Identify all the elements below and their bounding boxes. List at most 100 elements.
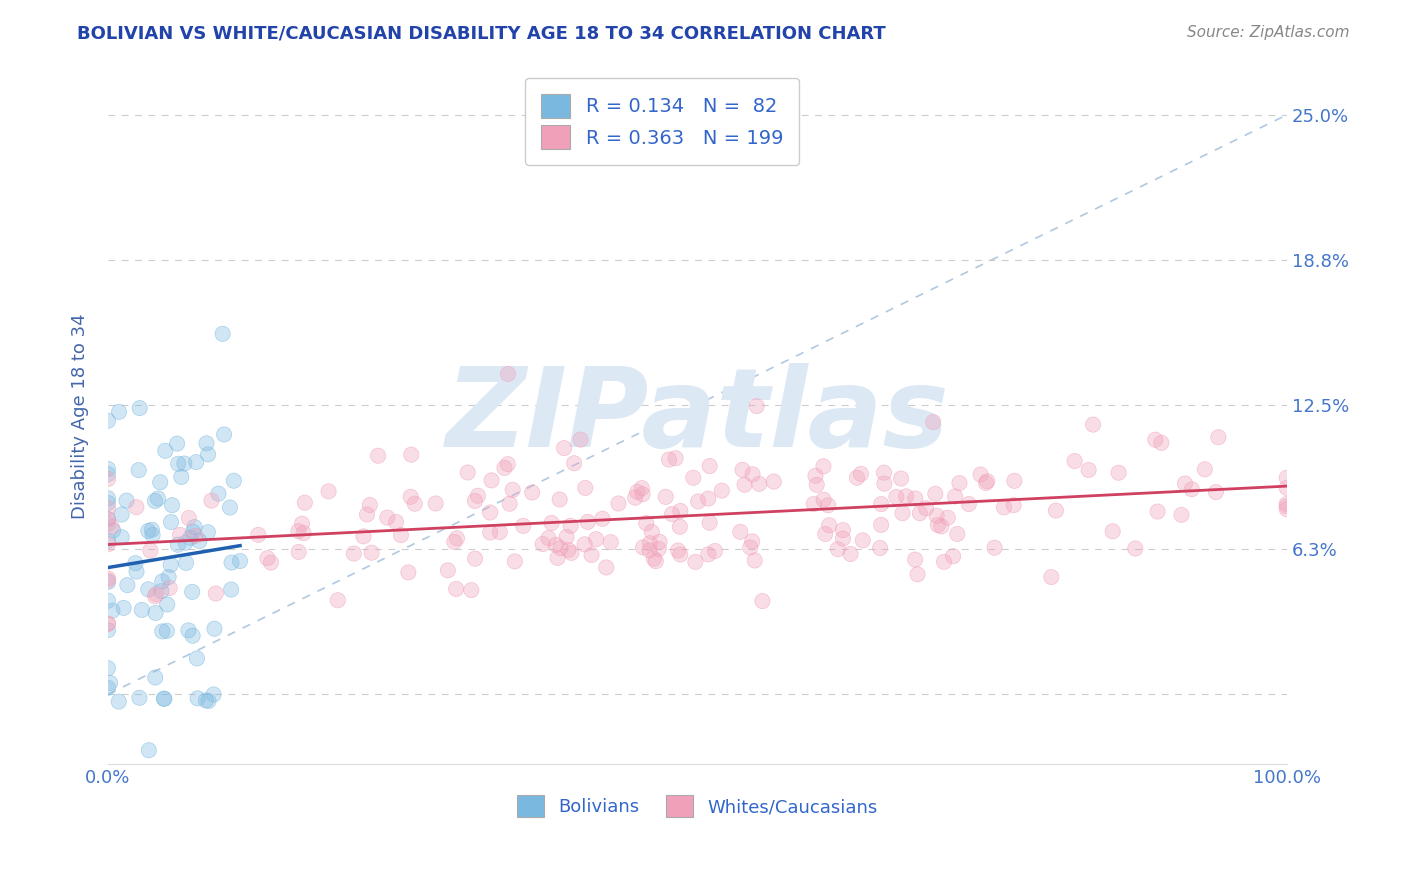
Point	[184, 529, 207, 543]
Point	[145, 587, 167, 601]
Point	[150, 624, 173, 639]
Point	[399, 448, 422, 462]
Point	[160, 515, 183, 529]
Point	[481, 474, 503, 488]
Point	[682, 471, 704, 485]
Point	[353, 529, 375, 543]
Point	[138, 743, 160, 757]
Point	[498, 497, 520, 511]
Point	[870, 497, 893, 511]
Point	[194, 693, 217, 707]
Point	[125, 565, 148, 579]
Point	[111, 508, 134, 522]
Point	[924, 487, 946, 501]
Point	[741, 467, 763, 482]
Point	[1170, 508, 1192, 522]
Point	[211, 326, 233, 341]
Point	[204, 586, 226, 600]
Point	[498, 497, 520, 511]
Point	[569, 433, 592, 447]
Point	[574, 481, 596, 495]
Point	[496, 367, 519, 381]
Point	[562, 456, 585, 470]
Point	[287, 545, 309, 559]
Point	[136, 582, 159, 597]
Point	[467, 489, 489, 503]
Point	[1101, 524, 1123, 539]
Point	[1275, 500, 1298, 514]
Point	[159, 581, 181, 595]
Point	[97, 467, 120, 482]
Point	[97, 616, 120, 631]
Point	[631, 487, 654, 501]
Point	[177, 511, 200, 525]
Point	[1170, 508, 1192, 522]
Point	[870, 497, 893, 511]
Point	[936, 510, 959, 524]
Point	[1063, 454, 1085, 468]
Point	[974, 475, 997, 490]
Point	[212, 427, 235, 442]
Point	[97, 616, 120, 631]
Point	[925, 508, 948, 523]
Point	[117, 578, 139, 592]
Point	[97, 512, 120, 526]
Point	[97, 491, 120, 506]
Point	[560, 546, 582, 560]
Point	[181, 584, 204, 599]
Point	[922, 415, 945, 429]
Point	[97, 624, 120, 638]
Point	[150, 624, 173, 639]
Point	[443, 535, 465, 549]
Point	[169, 528, 191, 542]
Point	[904, 491, 927, 506]
Point	[179, 531, 201, 545]
Point	[204, 622, 226, 636]
Point	[922, 415, 945, 429]
Text: Source: ZipAtlas.com: Source: ZipAtlas.com	[1187, 25, 1350, 40]
Point	[97, 661, 120, 675]
Point	[846, 471, 869, 485]
Point	[97, 661, 120, 675]
Point	[630, 481, 652, 495]
Point	[803, 497, 825, 511]
Point	[751, 594, 773, 608]
Point	[256, 551, 278, 566]
Point	[197, 447, 219, 461]
Point	[260, 556, 283, 570]
Point	[343, 547, 366, 561]
Point	[537, 531, 560, 545]
Point	[389, 528, 412, 542]
Point	[111, 530, 134, 544]
Point	[292, 526, 315, 541]
Point	[540, 516, 562, 530]
Point	[291, 516, 314, 531]
Point	[813, 459, 835, 474]
Point	[703, 544, 725, 558]
Point	[502, 483, 524, 497]
Point	[128, 401, 150, 415]
Point	[890, 471, 912, 485]
Point	[170, 470, 193, 484]
Point	[1146, 504, 1168, 518]
Point	[197, 694, 219, 708]
Point	[915, 501, 938, 516]
Point	[195, 436, 218, 450]
Point	[108, 405, 131, 419]
Point	[744, 553, 766, 567]
Point	[585, 533, 607, 547]
Point	[136, 524, 159, 538]
Point	[97, 571, 120, 585]
Point	[852, 533, 875, 548]
Point	[97, 512, 120, 526]
Text: BOLIVIAN VS WHITE/CAUCASIAN DISABILITY AGE 18 TO 34 CORRELATION CHART: BOLIVIAN VS WHITE/CAUCASIAN DISABILITY A…	[77, 25, 886, 43]
Point	[983, 541, 1005, 555]
Point	[576, 515, 599, 529]
Point	[202, 688, 225, 702]
Point	[624, 491, 647, 505]
Point	[644, 554, 666, 568]
Point	[97, 537, 120, 551]
Point	[143, 494, 166, 508]
Point	[993, 500, 1015, 515]
Point	[908, 506, 931, 520]
